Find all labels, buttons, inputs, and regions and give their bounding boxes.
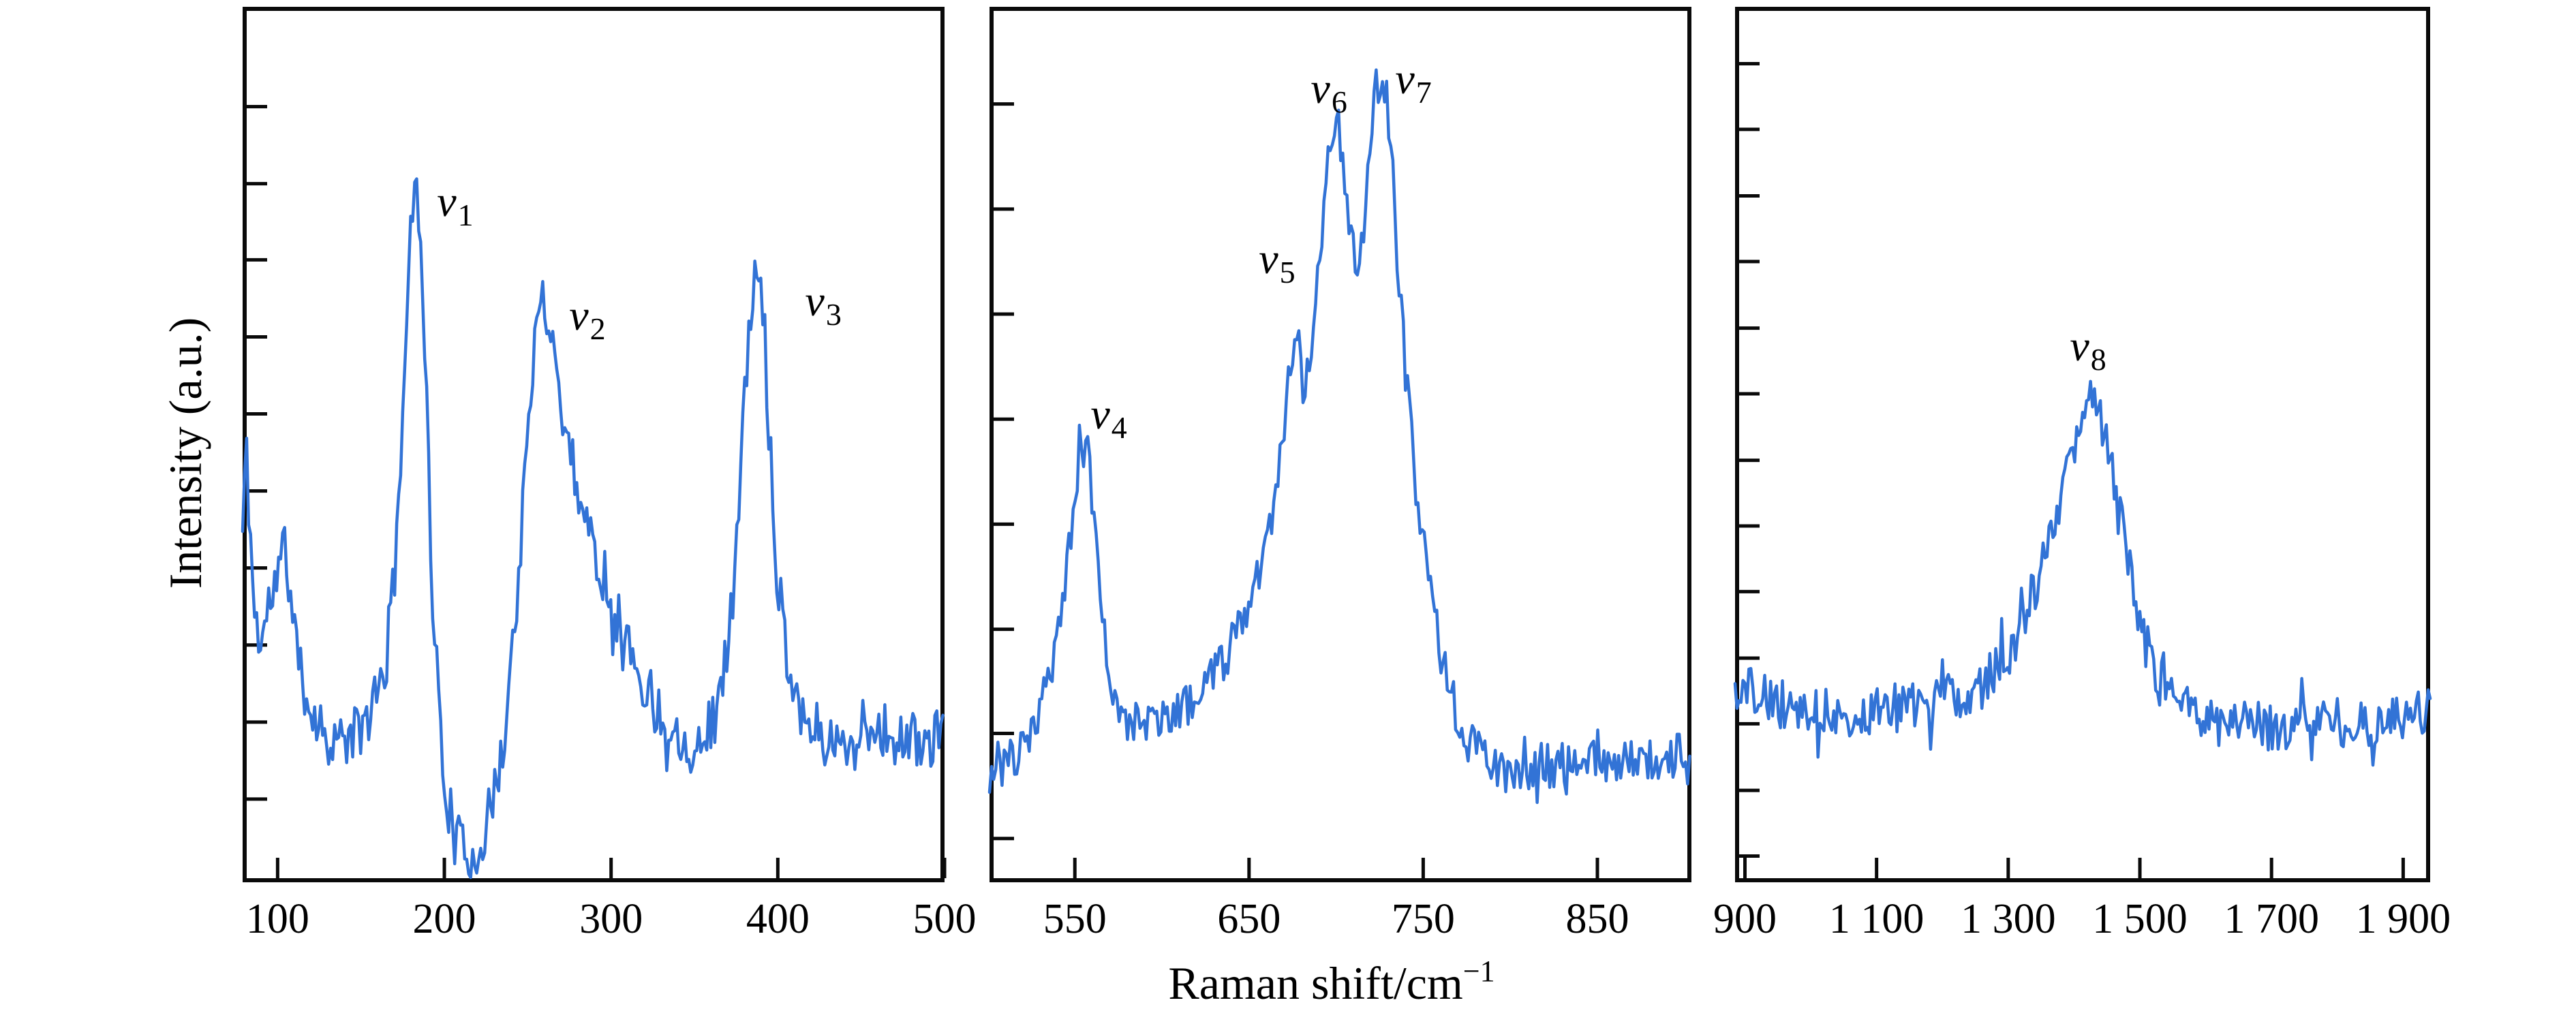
peak-label-v5: v5 bbox=[1259, 234, 1295, 290]
x-axis-label: Raman shift/cm−1 bbox=[1168, 948, 1494, 1006]
panel-mid-wavenumber-border bbox=[990, 7, 1691, 882]
panel-low-wavenumber-x-tick-label: 400 bbox=[746, 896, 810, 942]
peak-label-v7: v7 bbox=[1395, 54, 1432, 110]
panel-high-wavenumber-x-tick-label: 1 500 bbox=[2092, 896, 2188, 942]
panel-mid-wavenumber-x-tick-label: 550 bbox=[1043, 896, 1107, 942]
peak-label-v1: v1 bbox=[437, 176, 474, 232]
x-axis-label-base: Raman shift/cm bbox=[1168, 957, 1463, 1009]
panel-mid-wavenumber-x-tick-label: 650 bbox=[1217, 896, 1281, 942]
panel-low-wavenumber-x-tick-label: 500 bbox=[913, 896, 977, 942]
panel-mid-wavenumber-spectrum-trace bbox=[987, 68, 1691, 805]
panel-high-wavenumber-x-tick-label: 1 100 bbox=[1828, 896, 1925, 942]
panel-high-wavenumber-x-tick-label: 1 700 bbox=[2224, 896, 2319, 942]
panel-low-wavenumber-x-tick-label: 300 bbox=[579, 896, 643, 942]
panel-high-wavenumber-border bbox=[1735, 7, 2430, 882]
peak-label-v3: v3 bbox=[805, 277, 842, 332]
panel-high-wavenumber-x-tick-label: 1 300 bbox=[1961, 896, 2056, 942]
peak-label-v6: v6 bbox=[1310, 63, 1347, 119]
x-axis-label-exponent: −1 bbox=[1462, 954, 1495, 988]
peak-label-v4: v4 bbox=[1090, 389, 1127, 445]
y-axis-label: Intensity (a.u.) bbox=[159, 317, 211, 589]
peak-label-v2: v2 bbox=[569, 290, 606, 346]
panel-mid-wavenumber-x-tick-label: 750 bbox=[1391, 896, 1455, 942]
panel-high-wavenumber-x-tick-label: 900 bbox=[1713, 896, 1777, 942]
panel-high-wavenumber-spectrum-trace bbox=[1733, 379, 2432, 767]
panel-low-wavenumber-x-tick-label: 200 bbox=[412, 896, 476, 942]
panel-mid-wavenumber-x-tick-label: 850 bbox=[1565, 896, 1629, 942]
panel-high-wavenumber-x-tick-label: 1 900 bbox=[2355, 896, 2451, 942]
peak-label-v8: v8 bbox=[2070, 321, 2106, 377]
panel-low-wavenumber-x-tick-label: 100 bbox=[245, 896, 309, 942]
panel-low-wavenumber-spectrum-trace bbox=[241, 177, 945, 880]
panel-low-wavenumber-border bbox=[243, 7, 945, 882]
